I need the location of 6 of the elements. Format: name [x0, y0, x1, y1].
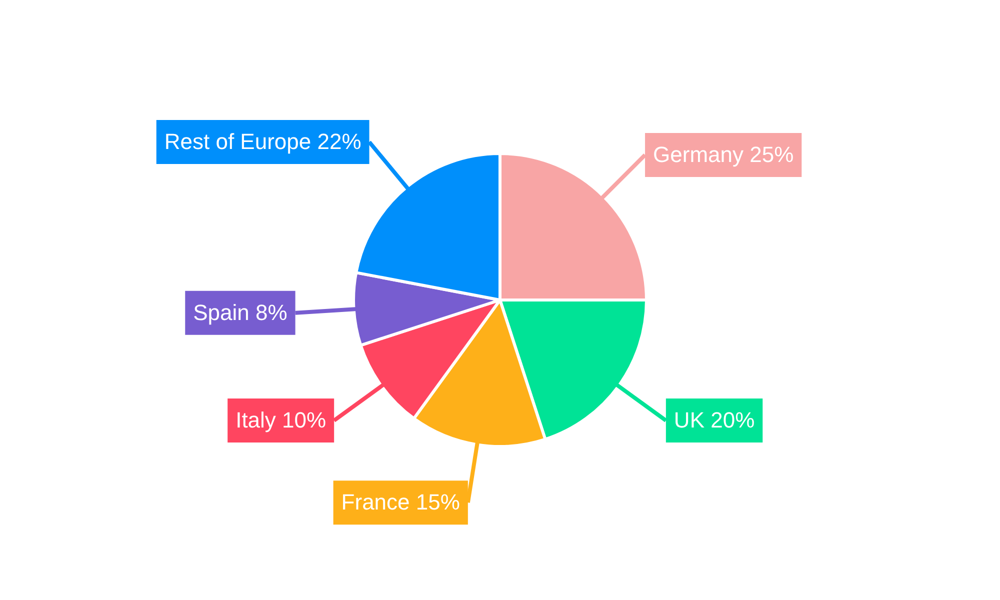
slice-label: Germany 25% [653, 142, 794, 168]
slice-label: France 15% [341, 490, 460, 515]
slice-label: UK 20% [674, 408, 755, 433]
slice-label: Italy 10% [236, 408, 326, 433]
slice-label: Rest of Europe 22% [164, 129, 362, 154]
slice-label: Spain 8% [193, 300, 288, 325]
